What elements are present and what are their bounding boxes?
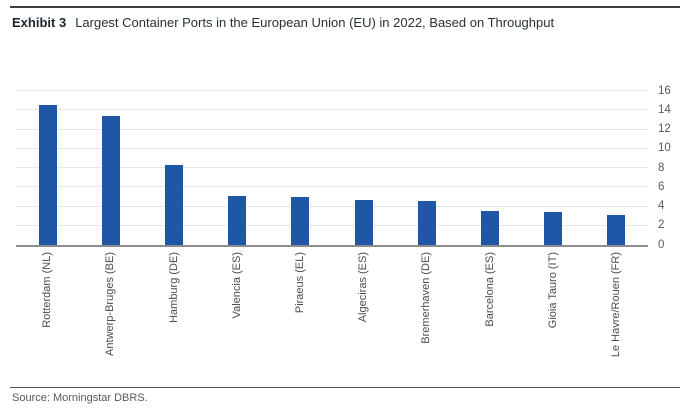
bar-slot xyxy=(206,91,269,245)
plot-area xyxy=(16,90,648,247)
x-tick-label: Hamburg (DE) xyxy=(167,252,180,323)
x-label-slot: Piraeus (EL) xyxy=(269,252,332,378)
x-tick-label: Valencia (ES) xyxy=(230,252,243,319)
y-tick-label: 0 xyxy=(658,238,665,251)
exhibit-header: Exhibit 3 Largest Container Ports in the … xyxy=(12,15,554,30)
y-tick-label: 12 xyxy=(658,122,671,135)
x-label-slot: Barcelona (ES) xyxy=(458,252,521,378)
bar-Algeciras (ES) xyxy=(354,199,373,245)
gridline xyxy=(16,224,648,226)
bar-slot xyxy=(458,91,521,245)
x-label-slot: Algeciras (ES) xyxy=(332,252,395,378)
gridline xyxy=(16,128,648,130)
bar-Valencia (ES) xyxy=(228,195,247,245)
x-label-slot: Antwerp-Bruges (BE) xyxy=(79,252,142,378)
y-tick-label: 2 xyxy=(658,219,665,231)
bar-slot xyxy=(395,91,458,245)
x-tick-label: Barcelona (ES) xyxy=(483,252,496,327)
y-tick-label: 14 xyxy=(658,103,671,116)
x-tick-label: Piraeus (EL) xyxy=(293,252,306,314)
x-tick-label: Rotterdam (NL) xyxy=(41,252,54,328)
bar-Barcelona (ES) xyxy=(481,211,500,245)
y-tick-label: 10 xyxy=(658,142,671,154)
bar-slot xyxy=(79,91,142,245)
x-tick-label: Algeciras (ES) xyxy=(357,252,370,323)
exhibit-label: Exhibit 3 xyxy=(12,15,67,30)
y-tick-label: 6 xyxy=(658,180,665,193)
bar-slot xyxy=(522,91,585,245)
x-tick-label: Gioia Tauro (IT) xyxy=(546,252,559,329)
bar-Gioia Tauro (IT) xyxy=(544,212,563,245)
bar-series xyxy=(16,91,648,245)
x-label-slot: Rotterdam (NL) xyxy=(16,252,79,378)
x-tick-label: Antwerp-Bruges (BE) xyxy=(104,252,117,356)
bar-slot xyxy=(332,91,395,245)
y-tick-label: 8 xyxy=(658,161,665,174)
x-label-slot: Le Havre/Rouen (FR) xyxy=(585,252,648,378)
gridline xyxy=(16,147,648,149)
y-tick-label: 16 xyxy=(658,84,671,97)
bottom-rule xyxy=(10,387,680,388)
x-label-slot: Valencia (ES) xyxy=(206,252,269,378)
bar-slot xyxy=(585,91,648,245)
top-rule xyxy=(10,6,680,8)
bar-Bremerhaven (DE) xyxy=(417,200,436,245)
bar-Le Havre/Rouen (FR) xyxy=(607,215,626,245)
x-label-slot: Hamburg (DE) xyxy=(142,252,205,378)
bar-Rotterdam (NL) xyxy=(38,105,57,245)
x-axis-category-labels: Rotterdam (NL) Antwerp-Bruges (BE) Hamburg… xyxy=(16,252,648,378)
bar-slot xyxy=(16,91,79,245)
bar-Piraeus (EL) xyxy=(291,196,310,245)
x-label-slot: Gioia Tauro (IT) xyxy=(522,252,585,378)
x-tick-label: Le Havre/Rouen (FR) xyxy=(609,252,622,358)
source-note: Source: Morningstar DBRS. xyxy=(12,392,148,404)
exhibit-title: Largest Container Ports in the European … xyxy=(75,15,555,30)
gridline xyxy=(16,205,648,207)
gridline xyxy=(16,167,648,168)
gridline xyxy=(16,109,648,111)
y-axis-tick-labels: 0 2 4 6 8 10 12 14 16 xyxy=(656,85,690,250)
x-tick-label: Bremerhaven (DE) xyxy=(420,252,433,344)
bar-Hamburg (DE) xyxy=(165,165,183,245)
bar-slot xyxy=(269,91,332,245)
bar-Antwerp-Bruges (BE) xyxy=(101,116,120,245)
bar-slot xyxy=(142,91,205,245)
y-tick-label: 4 xyxy=(658,199,665,212)
gridline xyxy=(16,186,648,188)
x-label-slot: Bremerhaven (DE) xyxy=(395,252,458,378)
gridline xyxy=(16,90,648,91)
